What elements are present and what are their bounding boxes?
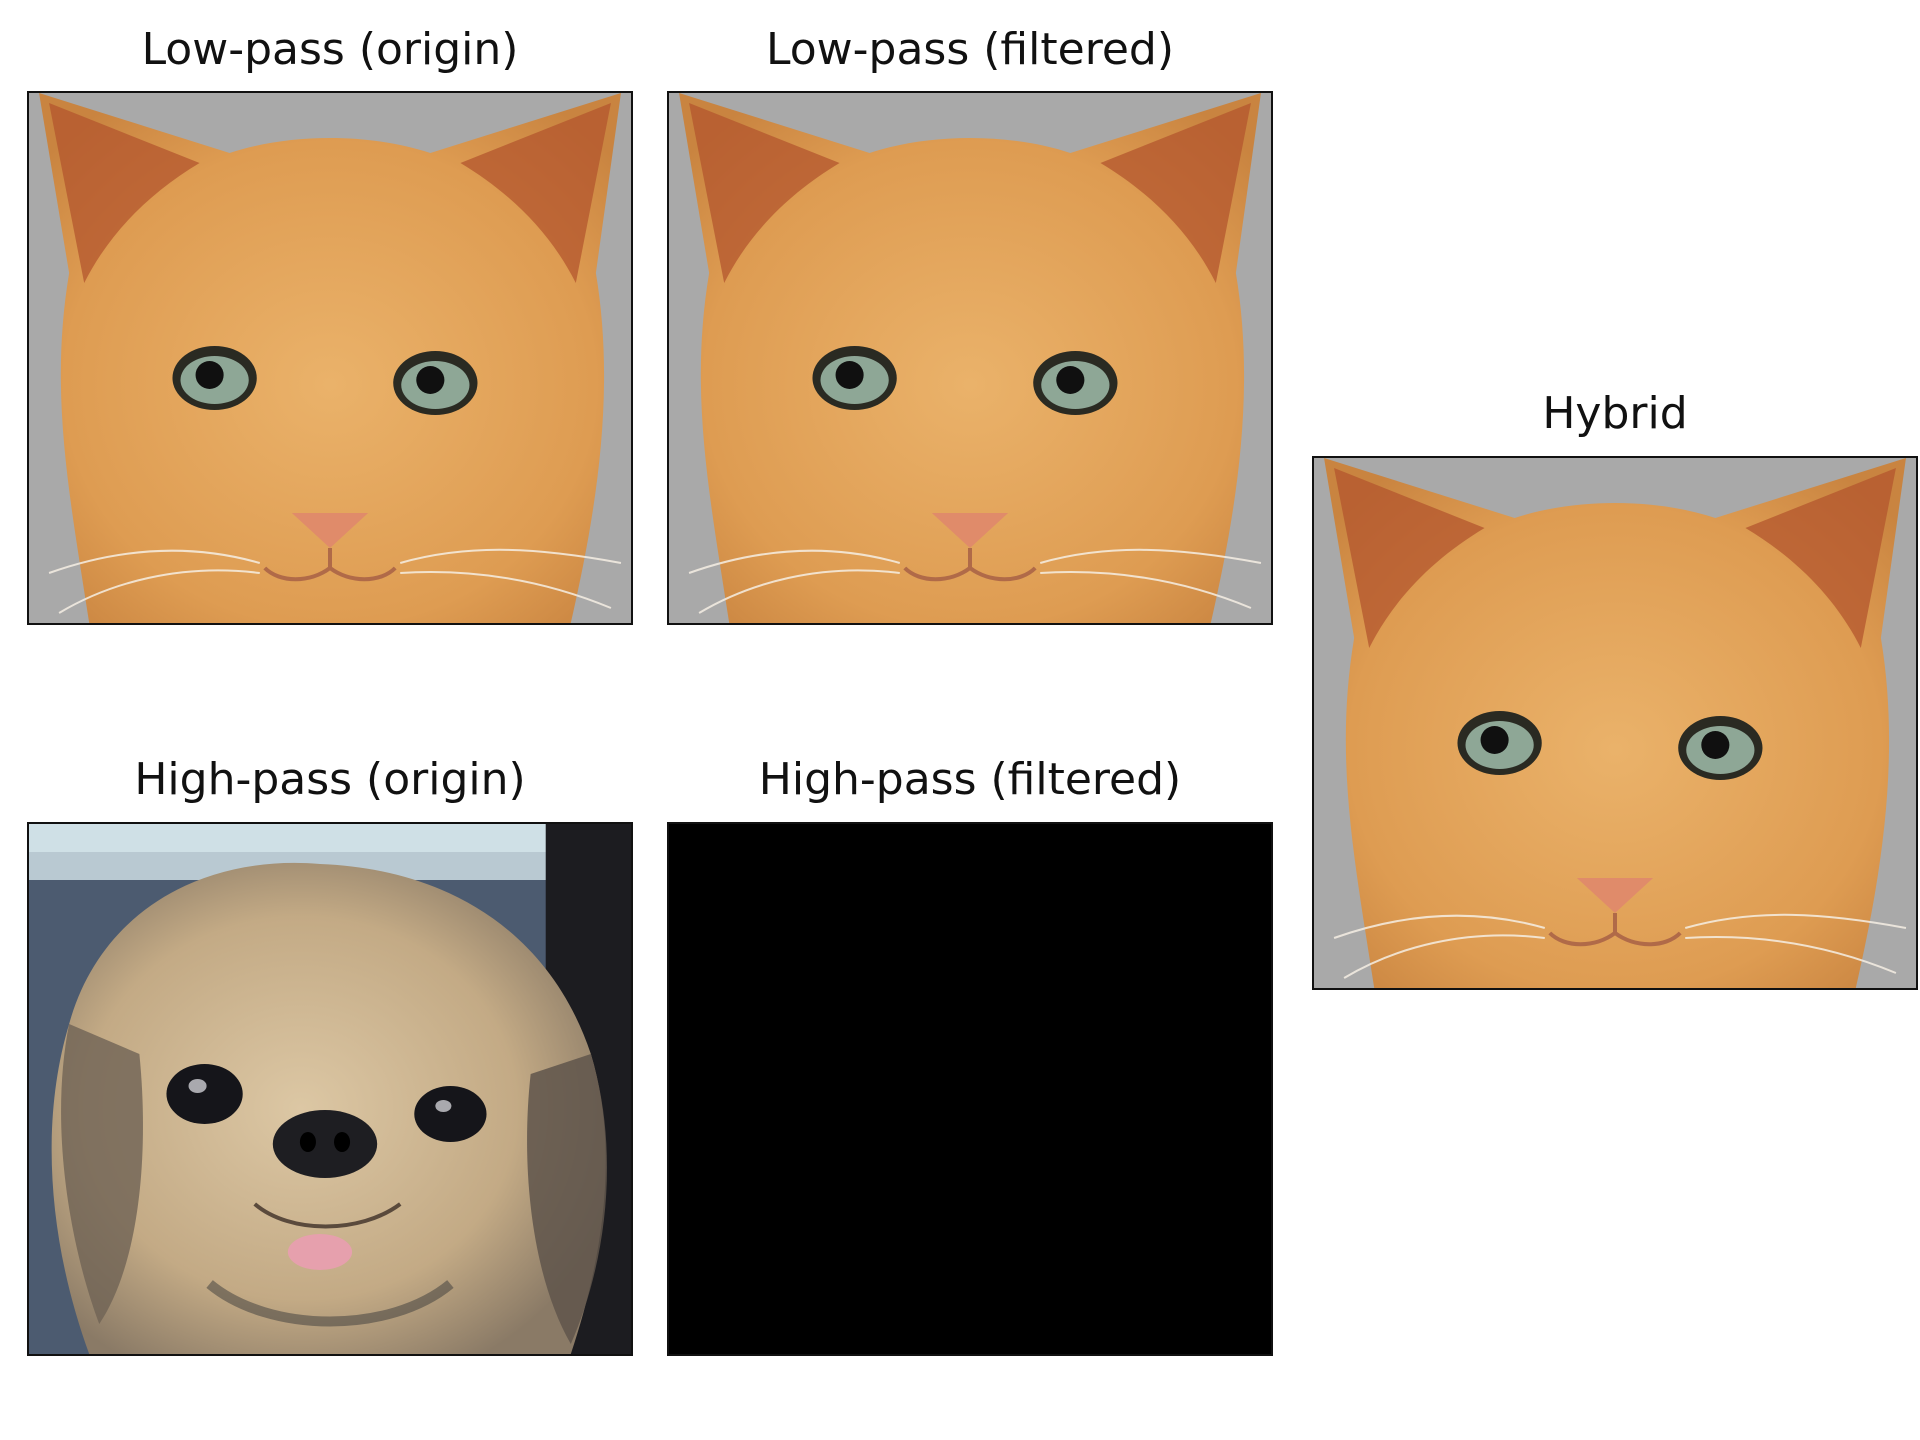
cat-face-icon xyxy=(1314,458,1916,988)
panel-title-low-pass-origin: Low-pass (origin) xyxy=(141,24,519,75)
panel-title-high-pass-filtered: High-pass (filtered) xyxy=(758,754,1182,805)
panel-title-low-pass-filtered: Low-pass (filtered) xyxy=(766,24,1174,75)
panel-title-high-pass-origin: High-pass (origin) xyxy=(134,754,526,805)
cat-image-low-pass-origin xyxy=(27,91,633,625)
cat-face-icon xyxy=(29,93,631,623)
dog-face-icon xyxy=(29,824,631,1354)
panel-title-hybrid: Hybrid xyxy=(1542,388,1688,439)
cat-image-hybrid xyxy=(1312,456,1918,990)
cat-image-low-pass-filtered xyxy=(667,91,1273,625)
cat-face-icon xyxy=(669,93,1271,623)
black-image-high-pass-filtered xyxy=(667,822,1273,1356)
dog-image-high-pass-origin xyxy=(27,822,633,1356)
